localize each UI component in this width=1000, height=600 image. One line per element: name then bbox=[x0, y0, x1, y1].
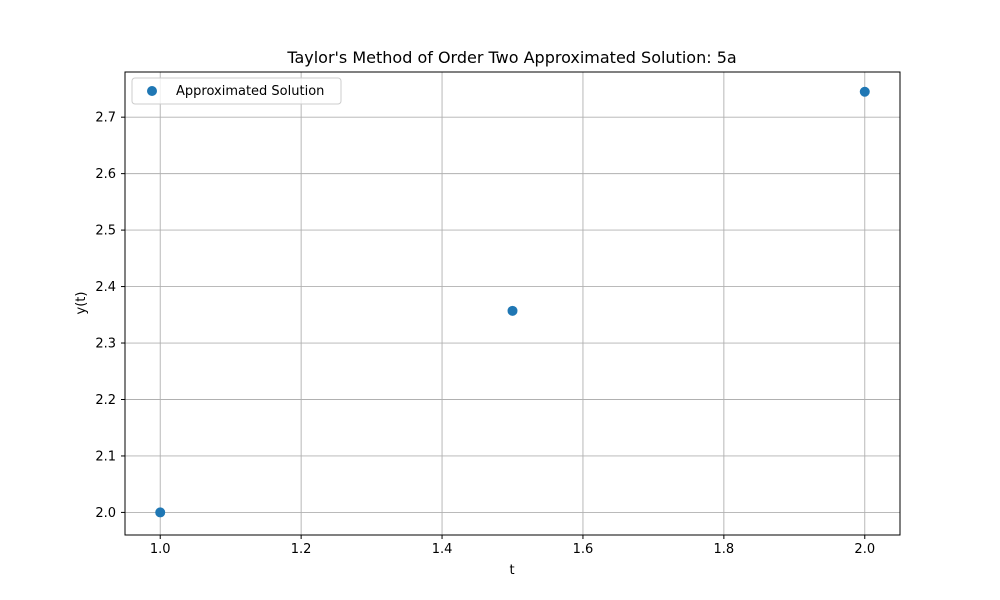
legend-marker bbox=[147, 86, 157, 96]
x-tick-label: 1.6 bbox=[573, 542, 594, 557]
x-tick-label: 2.0 bbox=[854, 542, 875, 557]
y-tick-label: 2.2 bbox=[95, 393, 116, 408]
y-tick-label: 2.0 bbox=[95, 506, 116, 521]
legend-box bbox=[131, 77, 342, 105]
data-point bbox=[155, 507, 166, 518]
plot-area bbox=[125, 72, 900, 535]
data-points-layer bbox=[155, 86, 870, 518]
data-point bbox=[507, 305, 518, 316]
y-tick-label: 2.1 bbox=[95, 449, 116, 464]
x-axis-label: t bbox=[509, 563, 514, 578]
x-tick-label: 1.4 bbox=[432, 542, 453, 557]
legend: Approximated Solution bbox=[131, 77, 342, 105]
x-tick-label: 1.0 bbox=[150, 542, 171, 557]
data-point bbox=[859, 86, 870, 97]
grid-layer bbox=[125, 72, 900, 535]
legend-label: Approximated Solution bbox=[176, 84, 324, 99]
y-tick-label: 2.4 bbox=[95, 280, 116, 295]
x-tick-label: 1.2 bbox=[291, 542, 312, 557]
y-tick-label: 2.5 bbox=[95, 224, 116, 239]
y-tick-label: 2.3 bbox=[95, 337, 116, 352]
chart-title: Taylor's Method of Order Two Approximate… bbox=[286, 48, 736, 67]
x-tick-label: 1.8 bbox=[714, 542, 735, 557]
tick-layer: 1.0 1.2 1.4 1.6 1.8 2.0 2.0 2.1 2.2 2.3 2.4 2.5 2.6 2… bbox=[95, 111, 875, 557]
y-tick-label: 2.6 bbox=[95, 167, 116, 182]
y-axis-label: y(t) bbox=[74, 292, 89, 315]
plot-frame bbox=[124, 71, 901, 536]
y-tick-label: 2.7 bbox=[95, 111, 116, 126]
